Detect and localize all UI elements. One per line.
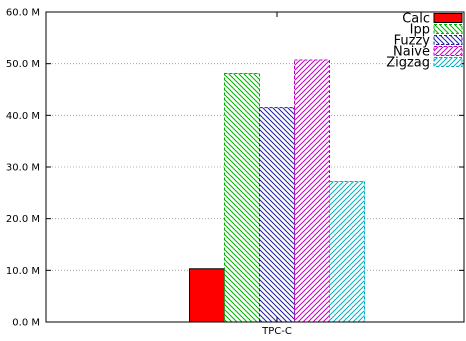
y-tick-label: 30.0 M: [6, 163, 40, 174]
legend-label-zigzag: Zigzag: [386, 56, 430, 71]
legend-swatch-calc: [433, 13, 463, 23]
legend-swatch-ipp: [433, 24, 463, 34]
bar-fuzzy: [259, 107, 295, 323]
y-tick-label: 40.0 M: [6, 111, 40, 122]
legend-label-calc: Calc: [402, 12, 430, 27]
y-tick-label: 60.0 M: [6, 8, 40, 19]
x-tick-label: TPC-C: [261, 326, 292, 337]
legend-label-naive: Naive: [393, 45, 430, 60]
legend-swatch-naive: [433, 46, 463, 56]
bar-naive: [294, 59, 330, 323]
bar-ipp: [224, 72, 260, 323]
legend-label-ipp: Ipp: [410, 23, 430, 38]
legend-label-fuzzy: Fuzzy: [394, 34, 431, 49]
y-tick-label: 0.0 M: [12, 318, 40, 329]
y-tick-label: 10.0 M: [6, 266, 40, 277]
legend-swatch-zigzag: [433, 57, 463, 67]
plot-frame: [45, 11, 465, 323]
axes: 0.0 M 10.0 M 20.0 M 30.0 M 40.0 M 50.0 M 60.0 …: [6, 8, 465, 337]
bars: [189, 59, 365, 323]
bar-zigzag: [329, 180, 365, 323]
y-tick-label: 50.0 M: [6, 59, 40, 70]
grid: [46, 63, 464, 271]
bar-calc: [189, 268, 225, 323]
y-tick-label: 20.0 M: [6, 214, 40, 225]
legend-swatch-fuzzy: [433, 35, 463, 45]
